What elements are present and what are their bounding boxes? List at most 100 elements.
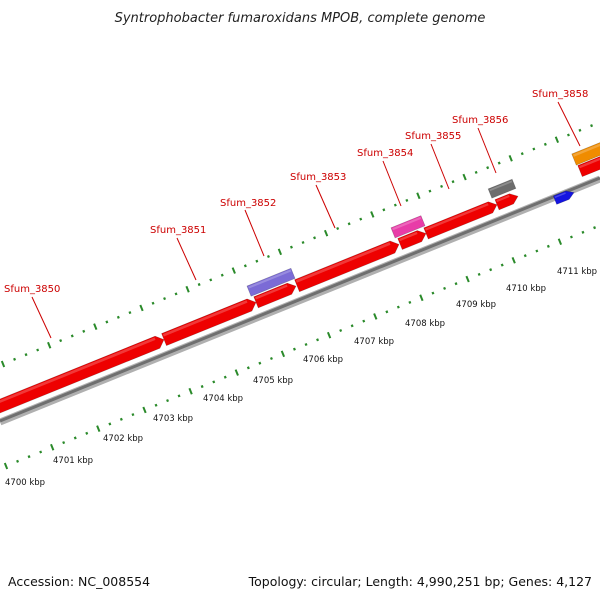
inner-ruler-tick bbox=[546, 244, 550, 248]
outer-ruler-tick bbox=[382, 208, 386, 212]
outer-ruler-tick bbox=[428, 189, 432, 193]
outer-ruler-tick bbox=[47, 341, 52, 349]
outer-ruler-tick bbox=[82, 329, 86, 333]
inner-ruler-tick bbox=[154, 403, 158, 407]
cds-sfum-3858 bbox=[577, 154, 600, 178]
outer-ruler-tick bbox=[462, 173, 467, 181]
inner-ruler-tick bbox=[396, 305, 400, 309]
feature-purple bbox=[246, 267, 296, 297]
outer-ruler-tick bbox=[532, 147, 536, 151]
inner-ruler-tick bbox=[350, 324, 354, 328]
scale-label: 4709 kbp bbox=[456, 300, 496, 310]
outer-ruler-tick bbox=[277, 248, 283, 256]
inner-ruler-tick bbox=[292, 347, 296, 351]
inner-ruler-tick bbox=[465, 275, 470, 283]
outer-ruler-tick bbox=[497, 161, 501, 165]
inner-ruler-tick bbox=[96, 425, 101, 432]
inner-tick-ruler bbox=[3, 226, 597, 470]
outer-ruler-tick bbox=[93, 323, 98, 330]
scale-label: 4703 kbp bbox=[153, 414, 193, 424]
inner-ruler-tick bbox=[339, 328, 343, 333]
outer-ruler-tick bbox=[231, 267, 236, 274]
outer-ruler-tick bbox=[0, 360, 6, 368]
outer-ruler-tick bbox=[554, 136, 560, 143]
scale-label: 4704 kbp bbox=[203, 394, 243, 404]
scale-label: 4711 kbp bbox=[557, 267, 597, 277]
inner-ruler-tick bbox=[511, 257, 516, 264]
inner-ruler-tick bbox=[223, 375, 227, 379]
outer-ruler-tick bbox=[24, 353, 28, 357]
outer-ruler-tick bbox=[440, 184, 444, 188]
outer-ruler-tick bbox=[128, 311, 132, 315]
inner-ruler-tick bbox=[200, 384, 204, 389]
outer-ruler-tick bbox=[151, 301, 155, 305]
cds-sfum-3854 bbox=[397, 230, 427, 250]
genome-backbone-core bbox=[0, 176, 600, 423]
inner-ruler-tick bbox=[280, 350, 286, 358]
inner-ruler-tick bbox=[477, 272, 481, 276]
feature-gray bbox=[487, 178, 517, 199]
gene-label: Sfum_3855 bbox=[405, 131, 461, 142]
outer-ruler-tick bbox=[197, 282, 201, 287]
inner-ruler-tick bbox=[304, 342, 308, 347]
outer-ruler-tick bbox=[301, 240, 305, 245]
inner-ruler-tick bbox=[246, 366, 250, 370]
outer-ruler-tick bbox=[209, 278, 213, 282]
gene-label: Sfum_3850 bbox=[4, 284, 60, 295]
outer-ruler-tick bbox=[543, 142, 547, 146]
gene-leader-line bbox=[477, 127, 497, 174]
scale-label: 4701 kbp bbox=[53, 456, 93, 466]
inner-ruler-tick bbox=[362, 319, 366, 323]
inner-ruler-tick bbox=[258, 361, 262, 365]
gene-leader-line bbox=[31, 296, 52, 339]
scale-label: 4702 kbp bbox=[103, 434, 143, 444]
inner-ruler-tick bbox=[50, 443, 55, 451]
inner-ruler-tick bbox=[269, 356, 273, 361]
inner-ruler-tick bbox=[166, 399, 170, 403]
cds-sfum-3855 bbox=[423, 201, 498, 240]
outer-ruler-tick bbox=[347, 222, 351, 226]
outer-ruler-tick bbox=[359, 217, 363, 221]
outer-ruler-tick bbox=[59, 339, 63, 343]
gene-leader-line bbox=[430, 143, 450, 190]
outer-ruler-tick bbox=[520, 152, 524, 156]
gene-leader-line bbox=[244, 209, 265, 257]
inner-ruler-tick bbox=[557, 238, 563, 245]
inner-ruler-tick bbox=[188, 387, 193, 395]
inner-ruler-tick bbox=[142, 406, 147, 414]
outer-ruler-tick bbox=[255, 259, 259, 263]
outer-ruler-tick bbox=[243, 264, 247, 268]
cds-sfum-3850 bbox=[0, 335, 165, 417]
gene-label: Sfum_3852 bbox=[220, 198, 276, 209]
scale-label: 4707 kbp bbox=[354, 337, 394, 347]
outer-ruler-tick bbox=[13, 357, 17, 361]
outer-ruler-tick bbox=[163, 297, 167, 301]
gene-leader-line bbox=[557, 101, 581, 147]
inner-ruler-tick bbox=[569, 235, 573, 239]
gene-label: Sfum_3853 bbox=[290, 172, 346, 183]
inner-ruler-tick bbox=[581, 230, 585, 234]
cds-sfum-3852 bbox=[253, 282, 297, 309]
accession-text: Accession: NC_008554 bbox=[8, 574, 150, 589]
scale-label: 4700 kbp bbox=[5, 478, 45, 488]
inner-ruler-tick bbox=[108, 422, 112, 426]
outer-ruler-tick bbox=[451, 180, 455, 184]
outer-ruler-tick bbox=[36, 348, 40, 352]
genome-summary-text: Topology: circular; Length: 4,990,251 bp… bbox=[248, 574, 592, 589]
outer-ruler-tick bbox=[105, 320, 109, 324]
outer-ruler-tick bbox=[139, 304, 144, 312]
inner-ruler-tick bbox=[419, 294, 424, 302]
outer-tick-ruler bbox=[0, 124, 594, 368]
outer-ruler-tick bbox=[185, 285, 190, 293]
inner-ruler-tick bbox=[39, 450, 43, 454]
feature-track bbox=[0, 141, 600, 417]
inner-ruler-tick bbox=[593, 226, 597, 230]
scale-label: 4708 kbp bbox=[405, 319, 445, 329]
inner-ruler-tick bbox=[489, 268, 493, 272]
inner-ruler-tick bbox=[16, 459, 20, 463]
cds-sfum-3851 bbox=[161, 298, 257, 346]
cds-sfum-3853 bbox=[294, 240, 400, 293]
inner-ruler-tick bbox=[27, 455, 31, 459]
inner-ruler-tick bbox=[454, 282, 458, 286]
